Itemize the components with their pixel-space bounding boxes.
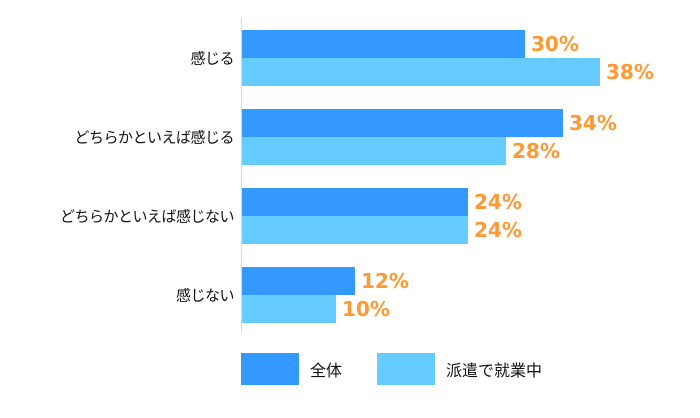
category-label: 感じる: [190, 49, 234, 68]
category-label: 感じない: [175, 286, 235, 305]
value-label: 34%: [569, 111, 617, 135]
bar-all: [242, 30, 525, 58]
bar-all: [242, 188, 468, 216]
value-label: 10%: [342, 297, 390, 321]
legend-swatch-all: [241, 353, 299, 385]
bar-dispatch: [242, 137, 506, 165]
bar-all: [242, 267, 355, 295]
y-axis-line: [241, 18, 242, 332]
value-label: 24%: [474, 218, 522, 242]
legend-label-all: 全体: [310, 361, 343, 380]
value-label: 28%: [512, 139, 560, 163]
bar-dispatch: [242, 295, 336, 323]
bar-dispatch: [242, 58, 600, 86]
legend-label-dispatch: 派遣で就業中: [446, 361, 543, 380]
bar-dispatch: [242, 216, 468, 244]
bar-all: [242, 109, 563, 137]
value-label: 38%: [606, 60, 654, 84]
value-label: 30%: [531, 32, 579, 56]
category-label: どちらかといえば感じない: [59, 207, 235, 226]
legend-swatch-dispatch: [377, 353, 435, 385]
category-label: どちらかといえば感じる: [74, 128, 234, 147]
value-label: 24%: [474, 190, 522, 214]
value-label: 12%: [361, 269, 409, 293]
